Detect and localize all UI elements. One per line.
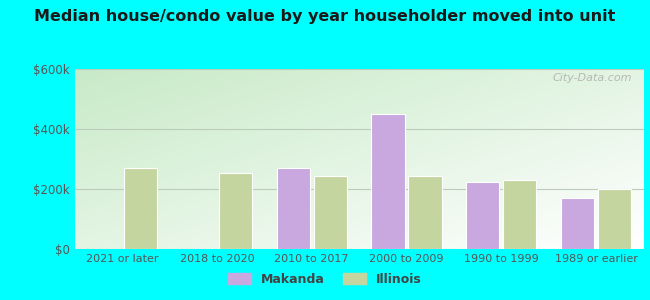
Bar <box>277 168 310 249</box>
Bar <box>313 176 347 249</box>
Bar <box>371 114 404 249</box>
Text: City-Data.com: City-Data.com <box>552 73 632 82</box>
Bar <box>466 182 499 249</box>
Bar <box>124 168 157 249</box>
Bar <box>503 180 536 249</box>
Bar <box>561 198 594 249</box>
Bar <box>598 189 631 249</box>
Bar <box>219 172 252 249</box>
Bar <box>408 176 441 249</box>
Legend: Makanda, Illinois: Makanda, Illinois <box>224 268 426 291</box>
Text: Median house/condo value by year householder moved into unit: Median house/condo value by year househo… <box>34 9 616 24</box>
